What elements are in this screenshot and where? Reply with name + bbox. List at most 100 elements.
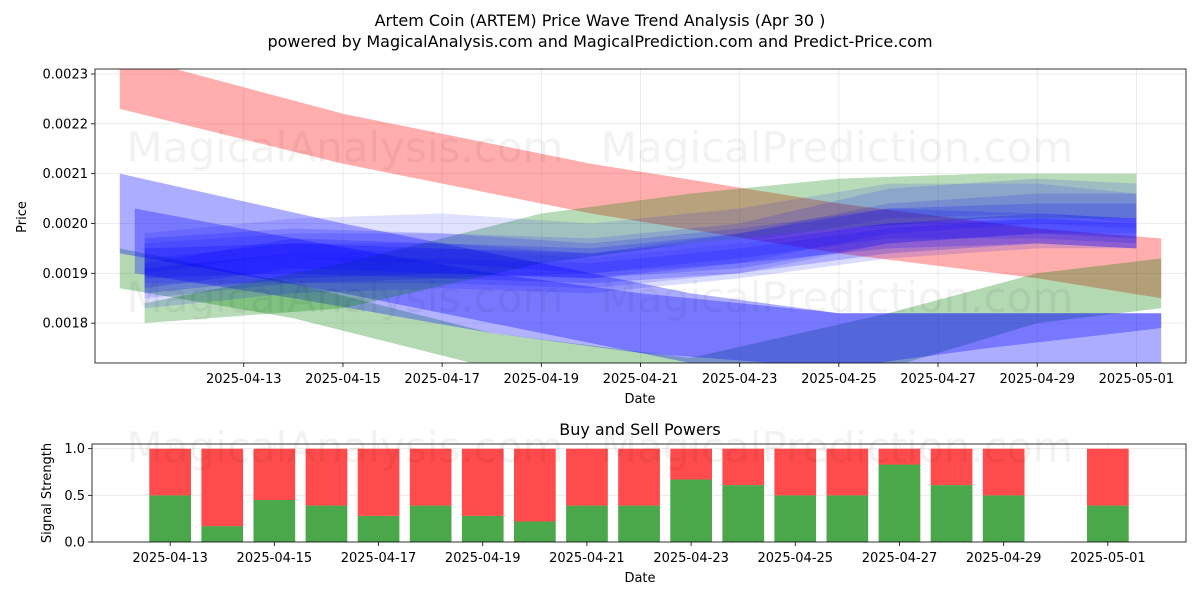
buy-bar [201, 526, 244, 542]
buy-sell-axes-frame [91, 443, 1187, 543]
buy-bar [1087, 505, 1129, 542]
sell-bar [982, 448, 1025, 496]
wave-band-blue-2 [119, 173, 1162, 363]
price-gridlines [95, 69, 1186, 363]
sell-bar [930, 448, 973, 486]
watermark-right-lower: MagicalPrediction.com [601, 273, 1074, 322]
buy-bar [774, 495, 817, 542]
sell-bar [461, 448, 504, 516]
buy-sell-x-tick-label: 2025-04-27 [862, 551, 938, 566]
buy-sell-y-ticks: 0.0 0.5 1.0 [64, 442, 92, 551]
sell-bar [357, 448, 400, 516]
buy-sell-x-tick-label: 2025-04-15 [237, 551, 313, 566]
buy-sell-x-tick-label: 2025-04-13 [132, 551, 208, 566]
price-x-tick-label: 2025-04-29 [999, 372, 1075, 387]
sell-bar [253, 448, 296, 500]
price-x-tick-label: 2025-04-25 [801, 372, 877, 387]
price-y-tick-label: 0.0022 [43, 117, 89, 132]
wave-band-red-0 [119, 69, 1162, 299]
price-x-tick-label: 2025-04-19 [504, 372, 580, 387]
price-x-tick-label: 2025-04-13 [206, 372, 282, 387]
price-y-tick-label: 0.0020 [43, 217, 89, 232]
buy-bar [670, 479, 712, 542]
price-y-ticks: 0.0018 0.0019 0.0020 0.0021 0.0022 0.0023 [43, 67, 95, 332]
buy-bar [722, 485, 765, 542]
wave-band-green-4 [144, 173, 1137, 324]
watermark-left: MagicalAnalysis.com [127, 123, 564, 172]
wave-band-blue-5 [144, 178, 1137, 284]
price-x-tick-label: 2025-04-27 [900, 372, 976, 387]
buy-sell-title: Buy and Sell Powers [559, 420, 721, 439]
price-y-axis-label: Price [15, 201, 30, 233]
buy-sell-x-ticks: 2025-04-13 2025-04-15 2025-04-17 2025-04-19… [132, 542, 1146, 566]
buy-sell-x-tick-label: 2025-04-17 [341, 551, 417, 566]
price-x-tick-label: 2025-04-17 [404, 372, 480, 387]
buy-sell-y-axis-label: Signal Strength [40, 443, 55, 543]
buy-sell-x-tick-label: 2025-05-01 [1070, 551, 1146, 566]
buy-bar [409, 505, 452, 542]
wave-band-blue-11 [144, 218, 1137, 309]
price-x-axis-label: Date [624, 392, 655, 407]
price-x-ticks: 2025-04-13 2025-04-15 2025-04-17 2025-04-19… [206, 363, 1174, 387]
buy-bar [826, 495, 869, 542]
sell-bar [566, 448, 608, 506]
chart-title-line1: Artem Coin (ARTEM) Price Wave Trend Anal… [375, 11, 826, 30]
buy-bar [253, 500, 296, 542]
sell-bar [670, 448, 712, 480]
buy-sell-x-tick-label: 2025-04-19 [445, 551, 521, 566]
price-y-tick-label: 0.0021 [43, 167, 89, 182]
buy-bar [878, 464, 921, 542]
buy-sell-x-axis-label: Date [624, 571, 655, 586]
price-x-tick-label: 2025-04-15 [305, 372, 381, 387]
wave-band-blue-8 [144, 213, 1137, 284]
wave-band-blue-3 [134, 208, 1162, 363]
price-x-tick-label: 2025-04-21 [603, 372, 679, 387]
price-y-tick-label: 0.0018 [43, 317, 89, 332]
wave-band-blue-12 [144, 183, 1137, 274]
buy-bar [566, 505, 608, 542]
buy-bar [357, 515, 400, 542]
buy-bar [982, 495, 1025, 542]
wave-band-green-1 [119, 248, 1162, 363]
wave-band-blue-7 [144, 203, 1137, 289]
sell-bar [774, 448, 817, 496]
buy-sell-x-tick-label: 2025-04-29 [966, 551, 1042, 566]
sell-bar [1087, 448, 1129, 506]
buy-sell-y-tick-label: 1.0 [64, 442, 85, 457]
price-x-tick-label: 2025-05-01 [1099, 372, 1175, 387]
buy-bar [514, 521, 556, 542]
buy-sell-x-tick-label: 2025-04-21 [549, 551, 625, 566]
buy-bar [930, 485, 973, 542]
wave-band-blue-6 [144, 193, 1137, 299]
sell-bar [409, 448, 452, 506]
sell-bar [305, 448, 348, 506]
buy-bar [461, 515, 504, 542]
sell-bar [618, 448, 660, 506]
buy-bar [618, 505, 660, 542]
buy-sell-plot: Buy and Sell Powers MagicalAnalysis.com … [40, 420, 1187, 586]
price-x-tick-label: 2025-04-23 [702, 372, 778, 387]
sell-bar [826, 448, 869, 496]
buy-sell-y-tick-label: 0.0 [64, 536, 85, 551]
sell-bar [722, 448, 765, 486]
buy-sell-x-tick-label: 2025-04-25 [758, 551, 834, 566]
watermark-left-lower: MagicalAnalysis.com [127, 273, 564, 322]
buy-bar [305, 505, 348, 542]
wave-bands [119, 69, 1162, 363]
buy-bar [149, 495, 191, 542]
price-y-tick-label: 0.0019 [43, 267, 89, 282]
wave-band-blue-10 [144, 208, 1137, 274]
watermark-right: MagicalPrediction.com [601, 123, 1074, 172]
sell-bar [201, 448, 244, 527]
sell-bar [149, 448, 191, 496]
chart-title-line2: powered by MagicalAnalysis.com and Magic… [267, 32, 932, 51]
price-y-tick-label: 0.0023 [43, 67, 89, 82]
buy-sell-bars [149, 448, 1129, 542]
price-plot: MagicalAnalysis.com MagicalPrediction.co… [15, 67, 1187, 407]
buy-sell-x-tick-label: 2025-04-23 [653, 551, 729, 566]
sell-bar [514, 448, 556, 522]
sell-bar [878, 448, 921, 465]
watermark-bottom-right: MagicalPrediction.com [601, 423, 1074, 472]
watermark-bottom-left: MagicalAnalysis.com [127, 423, 564, 472]
